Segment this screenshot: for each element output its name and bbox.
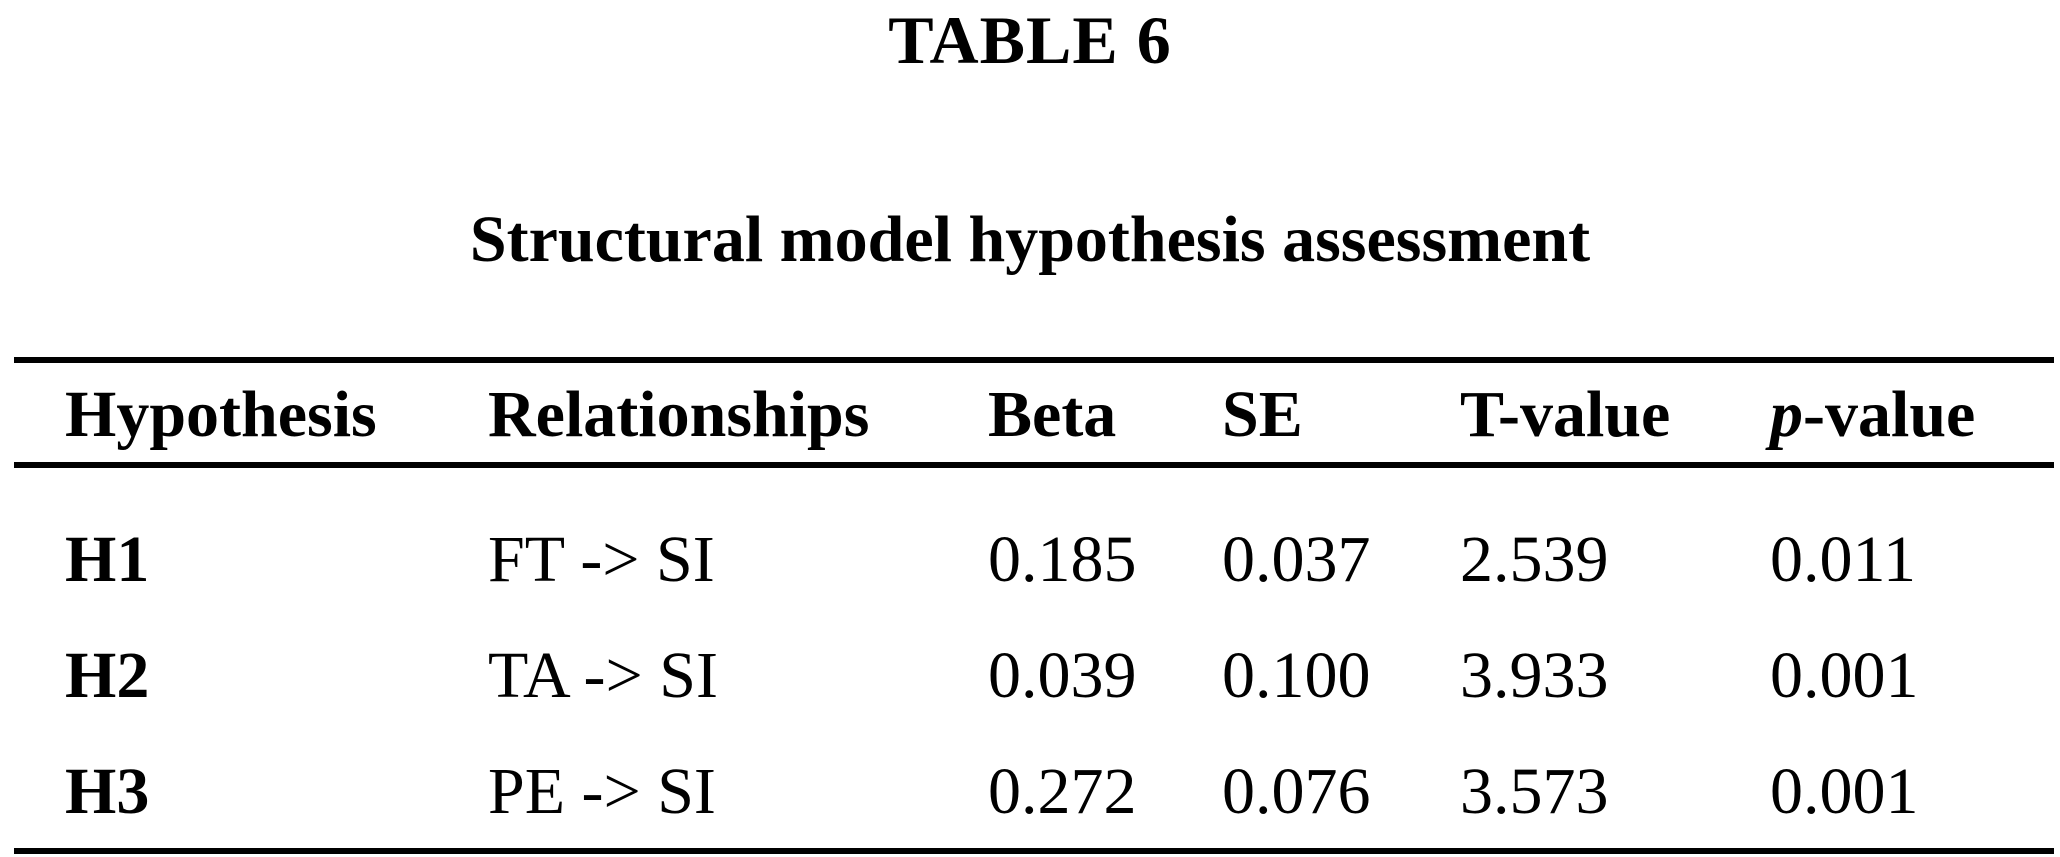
row-t-value: 3.573 (1460, 755, 1609, 828)
header-p-value-italic: p (1770, 378, 1803, 451)
row-relationship: PE -> SI (488, 755, 716, 828)
header-relationships: Relationships (488, 378, 870, 451)
row-se: 0.037 (1222, 523, 1371, 596)
row-p-value: 0.001 (1770, 639, 1919, 712)
bottom-rule (14, 848, 2054, 854)
row-beta: 0.039 (988, 639, 1137, 712)
row-p-value: 0.001 (1770, 755, 1919, 828)
row-hypothesis: H3 (65, 755, 150, 828)
row-p-value: 0.011 (1770, 523, 1917, 596)
table-number: TABLE 6 (888, 2, 1172, 78)
header-t-value: T-value (1460, 378, 1671, 451)
row-se: 0.076 (1222, 755, 1371, 828)
header-hypothesis: Hypothesis (65, 378, 377, 451)
row-hypothesis: H2 (65, 639, 150, 712)
row-beta: 0.272 (988, 755, 1137, 828)
row-relationship: FT -> SI (488, 523, 715, 596)
row-se: 0.100 (1222, 639, 1371, 712)
row-beta: 0.185 (988, 523, 1137, 596)
row-hypothesis: H1 (65, 523, 150, 596)
header-rule (14, 462, 2054, 468)
header-beta: Beta (988, 378, 1117, 451)
header-p-value-rest: -value (1803, 378, 1976, 451)
header-se: SE (1222, 378, 1303, 451)
header-p-value: p-value (1770, 375, 1975, 455)
row-relationship: TA -> SI (488, 639, 718, 712)
table-caption: Structural model hypothesis assessment (469, 203, 1591, 276)
row-t-value: 3.933 (1460, 639, 1609, 712)
top-rule (14, 357, 2054, 363)
row-t-value: 2.539 (1460, 523, 1609, 596)
